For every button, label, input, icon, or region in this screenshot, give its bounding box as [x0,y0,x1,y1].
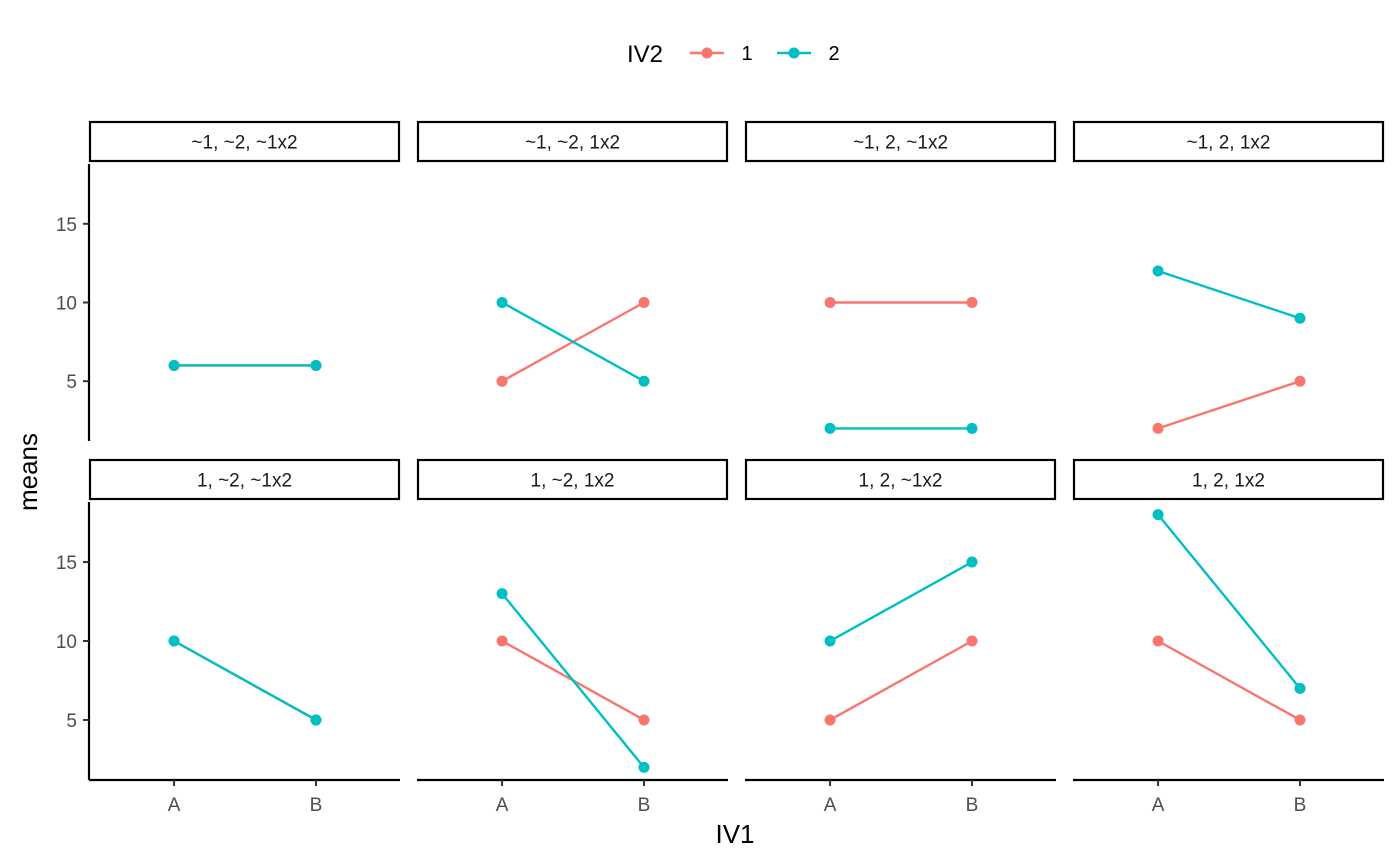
data-point [638,761,650,773]
data-point [1152,265,1164,277]
data-point [824,635,836,647]
data-point [1294,375,1306,387]
x-tick-label: A [1152,795,1165,816]
facet-strip [416,120,729,163]
data-point [1152,422,1164,434]
series-line [1157,380,1301,430]
x-tick-label: B [966,795,979,816]
facet-panel: 1, ~2, 1x2 A B [416,458,729,816]
data-point [1152,635,1164,647]
legend-label: 2 [828,43,839,65]
facet-strip [88,120,401,163]
legend-label: 1 [741,43,752,65]
facet-strip [416,458,729,501]
data-point [1294,714,1306,726]
legend-item-2: 2 [777,43,840,65]
x-tick-label: B [310,795,323,816]
facet-strip-label: ~1, 2, ~1x2 [853,133,948,154]
series-2 [824,556,978,647]
series-line [501,301,645,383]
series-line [1157,269,1301,320]
legend: IV2 1 2 [627,41,840,68]
facet-strip-label: ~1, 2, 1x2 [1187,133,1271,154]
facet-panel: ~1, 2, ~1x2 [744,120,1057,434]
data-point [638,714,650,726]
facet-strip-label: ~1, ~2, ~1x2 [191,133,297,154]
data-point [1152,509,1164,521]
facet-grid: ~1, ~2, ~1x2 5 10 15 ~1, ~2, 1x2 ~1, 2, ~1x2 ~… [56,120,1385,816]
facet-strip [744,458,1057,501]
data-point [966,556,978,568]
data-point [966,635,978,647]
data-point [1294,682,1306,694]
series-2 [168,635,322,726]
facet-panel: 1, ~2, ~1x2 5 10 15 A B [56,458,401,816]
facet-panel: 1, 2, ~1x2 A B [744,458,1057,816]
data-point [496,635,508,647]
x-tick-label: B [1294,795,1307,816]
data-point [310,359,322,371]
x-tick-label: A [168,795,181,816]
series-line [829,560,973,643]
y-tick-label: 15 [56,553,77,574]
legend-key-point [701,47,713,59]
data-point [310,714,322,726]
data-point [496,297,508,308]
series-1 [824,297,978,308]
data-point [638,375,650,387]
legend-item-1: 1 [690,43,753,65]
facet-panel: ~1, ~2, ~1x2 5 10 15 [56,120,401,441]
series-2 [496,297,650,387]
data-point [496,588,508,600]
facet-panel: ~1, ~2, 1x2 [416,120,729,387]
facet-panel: 1, 2, 1x2 A B [1072,458,1385,816]
legend-key-point [788,47,800,59]
facet-strip-label: ~1, ~2, 1x2 [525,133,620,154]
series-line [173,639,317,722]
series-2 [168,359,322,371]
series-1 [1152,635,1306,726]
y-tick-label: 15 [56,215,77,236]
series-line [501,592,645,769]
series-1 [1152,375,1306,434]
y-axis-title: means [13,433,43,511]
data-point [966,297,978,308]
y-tick-label: 10 [56,294,77,315]
facet-strip [1072,458,1385,501]
facet-panel: ~1, 2, 1x2 [1072,120,1385,434]
y-tick-label: 5 [66,372,77,393]
series-line [829,639,973,722]
facet-strip-label: 1, ~2, 1x2 [531,471,615,492]
facet-strip [744,120,1057,163]
y-tick-label: 10 [56,632,77,653]
legend-title: IV2 [627,41,663,68]
data-point [168,635,180,647]
data-point [824,422,836,434]
facet-strip [1072,120,1385,163]
series-2 [1152,509,1306,694]
series-2 [824,422,978,434]
series-line [1157,513,1301,690]
facet-strip-label: 1, ~2, ~1x2 [197,471,292,492]
data-point [966,422,978,434]
series-line [1157,639,1301,722]
data-point [1294,312,1306,324]
x-tick-label: A [824,795,837,816]
data-point [824,714,836,726]
x-tick-label: B [638,795,651,816]
facet-strip-label: 1, 2, ~1x2 [859,471,943,492]
facet-strip-label: 1, 2, 1x2 [1192,471,1265,492]
x-axis-title: IV1 [715,819,754,849]
y-tick-label: 5 [66,711,77,732]
data-point [496,375,508,387]
x-tick-label: A [496,795,509,816]
data-point [824,297,836,308]
series-1 [824,635,978,726]
data-point [638,297,650,308]
series-2 [496,588,650,773]
facet-strip [88,458,401,501]
data-point [168,359,180,371]
series-2 [1152,265,1306,324]
